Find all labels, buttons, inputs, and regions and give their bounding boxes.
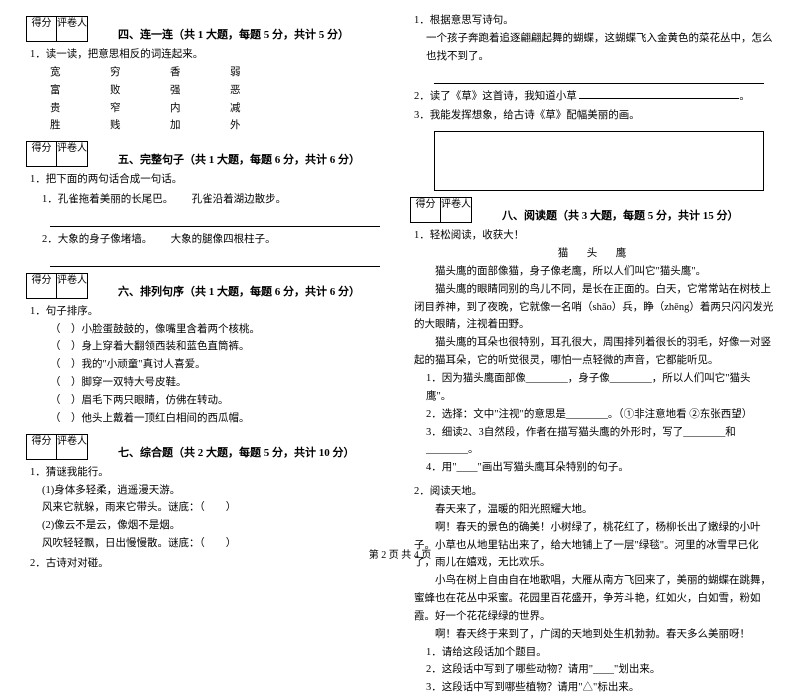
word: 恶: [230, 82, 290, 100]
pair-row: 宽 穷 香 弱: [50, 64, 390, 82]
section-7-title: 七、综合题（共 2 大题，每题 5 分，共计 10 分）: [118, 444, 355, 460]
score-label: 得分: [27, 142, 57, 166]
q-label: 2．读了《草》这首诗，我知道小草: [414, 91, 577, 102]
section-8-content: 1．轻松阅读，收获大！ 猫 头 鹰 猫头鹰的面部像猫，身子像老鹰，所以人们叫它"…: [414, 227, 774, 697]
word: 贵: [50, 100, 110, 118]
word: 香: [170, 64, 230, 82]
word: 宽: [50, 64, 110, 82]
section-5-title: 五、完整句子（共 1 大题，每题 6 分，共计 6 分）: [118, 151, 360, 167]
score-label: 得分: [411, 198, 441, 222]
section-5-content: 1．把下面的两句话合成一句话。 1．孔雀拖着美丽的长尾巴。 孔雀沿着湖边散步。 …: [30, 171, 390, 267]
score-box: 得分 评卷人: [26, 16, 88, 42]
section-4-title: 四、连一连（共 1 大题，每题 5 分，共计 5 分）: [118, 26, 349, 42]
section-4-header: 得分 评卷人 四、连一连（共 1 大题，每题 5 分，共计 5 分）: [26, 16, 390, 42]
q-text: 1．猜谜我能行。: [30, 464, 390, 482]
word: 强: [170, 82, 230, 100]
score-box: 得分 评卷人: [410, 197, 472, 223]
q-text: 1．轻松阅读，收获大！: [414, 227, 774, 245]
pair-row: 富 败 强 恶: [50, 82, 390, 100]
reviewer-label: 评卷人: [57, 435, 87, 459]
para: 啊！春天终于来到了，广阔的天地到处生机勃勃。春天多么美丽呀！: [414, 626, 774, 644]
q-text: 1．把下面的两句话合成一句话。: [30, 171, 390, 189]
score-box: 得分 评卷人: [26, 141, 88, 167]
reviewer-label: 评卷人: [57, 17, 87, 41]
word: 胜: [50, 117, 110, 135]
q-text: 3．我能发挥想象，给古诗《草》配幅美丽的画。: [414, 107, 774, 125]
word: 败: [110, 82, 170, 100]
word: 贱: [110, 117, 170, 135]
sub-q: 3．这段话中写到哪些植物？请用"△"标出来。: [426, 679, 774, 697]
order-item: （ ）我的"小顽童"真讨人喜爱。: [50, 356, 390, 374]
answer-line[interactable]: [50, 253, 380, 267]
sentence-pair: 1．孔雀拖着美丽的长尾巴。 孔雀沿着湖边散步。: [42, 191, 390, 209]
word: 外: [230, 117, 290, 135]
score-box: 得分 评卷人: [26, 434, 88, 460]
section-6-content: 1．句子排序。 （ ）小脸蛋鼓鼓的，像嘴里含着两个核桃。 （ ）身上穿着大翻领西…: [30, 303, 390, 428]
sub-q: 3．细读2、3自然段，作者在描写猫头鹰的外形时，写了________和_____…: [426, 424, 774, 460]
page-footer: 第 2 页 共 4 页: [0, 546, 800, 561]
sub-q: 1．请给这段话加个题目。: [426, 644, 774, 662]
order-item: （ ）脚穿一双特大号皮鞋。: [50, 374, 390, 392]
answer-line[interactable]: [50, 213, 380, 227]
sentence-pair: 2．大象的身子像堵墙。 大象的腿像四根柱子。: [42, 231, 390, 249]
reviewer-label: 评卷人: [57, 142, 87, 166]
para: 春天来了，温暖的阳光照耀大地。: [414, 501, 774, 519]
riddle-line: (1)身体多轻柔，逍遥漫天游。: [42, 482, 390, 500]
order-item: （ ）小脸蛋鼓鼓的，像嘴里含着两个核桃。: [50, 321, 390, 339]
answer-line[interactable]: [434, 70, 764, 84]
section-5-header: 得分 评卷人 五、完整句子（共 1 大题，每题 6 分，共计 6 分）: [26, 141, 390, 167]
section-4-content: 1．读一读，把意思相反的词连起来。 宽 穷 香 弱 富 败 强 恶 贵 窄 内 …: [30, 46, 390, 135]
reviewer-label: 评卷人: [57, 274, 87, 298]
word: 内: [170, 100, 230, 118]
sub-q: 2．选择：文中"注视"的意思是________。（①非注意地看 ②东张西望）: [426, 406, 774, 424]
page-container: 得分 评卷人 四、连一连（共 1 大题，每题 5 分，共计 5 分） 1．读一读…: [0, 0, 800, 545]
order-item: （ ）身上穿着大翻领西装和蓝色直筒裤。: [50, 338, 390, 356]
q-text: 1．根据意思写诗句。: [414, 12, 774, 30]
q-text: 2．阅读天地。: [414, 483, 774, 501]
para: 小鸟在树上自由自在地歌唱，大雁从南方飞回来了，美丽的蝴蝶在跳舞，蜜蜂也在花丛中采…: [414, 572, 774, 626]
para: 猫头鹰的眼睛同别的鸟儿不同，是长在正面的。白天，它常常站在树枝上闭目养神，到了夜…: [414, 281, 774, 335]
section-6-title: 六、排列句序（共 1 大题，每题 6 分，共计 6 分）: [118, 283, 360, 299]
reviewer-label: 评卷人: [441, 198, 471, 222]
sentence: 2．大象的身子像堵墙。: [42, 234, 147, 245]
sub-q: 1．因为猫头鹰面部像________，身子像________，所以人们叫它"猫头…: [426, 370, 774, 406]
score-box: 得分 评卷人: [26, 273, 88, 299]
q-text: 1．句子排序。: [30, 303, 390, 321]
section-8-header: 得分 评卷人 八、阅读题（共 3 大题，每题 5 分，共计 15 分）: [410, 197, 774, 223]
word: 减: [230, 100, 290, 118]
order-item: （ ）他头上戴着一顶红白相间的西瓜帽。: [50, 410, 390, 428]
para: 猫头鹰的面部像猫，身子像老鹰，所以人们叫它"猫头鹰"。: [414, 263, 774, 281]
sentence: 1．孔雀拖着美丽的长尾巴。: [42, 194, 168, 205]
left-column: 得分 评卷人 四、连一连（共 1 大题，每题 5 分，共计 5 分） 1．读一读…: [16, 10, 400, 545]
riddle-line: (2)像云不是云，像烟不是烟。: [42, 517, 390, 535]
inline-blank[interactable]: [579, 98, 739, 99]
sub-q: 4．用"____"画出写猫头鹰耳朵特别的句子。: [426, 459, 774, 477]
para: 猫头鹰的耳朵也很特别，耳孔很大，周围排列着很长的羽毛，好像一对竖起的猫耳朵，它的…: [414, 334, 774, 370]
sub-q: 2．这段话中写到了哪些动物？请用"____"划出来。: [426, 661, 774, 679]
section-7-header: 得分 评卷人 七、综合题（共 2 大题，每题 5 分，共计 10 分）: [26, 434, 390, 460]
sentence: 孔雀沿着湖边散步。: [192, 194, 287, 205]
score-label: 得分: [27, 435, 57, 459]
poem-block: 1．根据意思写诗句。 一个孩子奔跑着追逐翩翩起舞的蝴蝶，这蝴蝶飞入金黄色的菜花丛…: [414, 12, 774, 191]
q-text: 2．读了《草》这首诗，我知道小草 。: [414, 88, 774, 106]
section-8-title: 八、阅读题（共 3 大题，每题 5 分，共计 15 分）: [502, 207, 739, 223]
riddle-line: 风来它就躲，雨来它带头。谜底：（ ）: [42, 499, 390, 517]
word: 弱: [230, 64, 290, 82]
score-label: 得分: [27, 274, 57, 298]
pair-row: 贵 窄 内 减: [50, 100, 390, 118]
word: 窄: [110, 100, 170, 118]
reading-title: 猫 头 鹰: [414, 245, 774, 263]
score-label: 得分: [27, 17, 57, 41]
right-column: 1．根据意思写诗句。 一个孩子奔跑着追逐翩翩起舞的蝴蝶，这蝴蝶飞入金黄色的菜花丛…: [400, 10, 784, 545]
section-6-header: 得分 评卷人 六、排列句序（共 1 大题，每题 6 分，共计 6 分）: [26, 273, 390, 299]
order-item: （ ）眉毛下两只眼睛，仿佛在转动。: [50, 392, 390, 410]
word: 穷: [110, 64, 170, 82]
sentence: 大象的腿像四根柱子。: [171, 234, 276, 245]
poem-desc: 一个孩子奔跑着追逐翩翩起舞的蝴蝶，这蝴蝶飞入金黄色的菜花丛中，怎么也找不到了。: [426, 30, 774, 66]
word: 富: [50, 82, 110, 100]
drawing-box[interactable]: [434, 131, 764, 191]
q-text: 1．读一读，把意思相反的词连起来。: [30, 46, 390, 64]
pair-row: 胜 贱 加 外: [50, 117, 390, 135]
word: 加: [170, 117, 230, 135]
